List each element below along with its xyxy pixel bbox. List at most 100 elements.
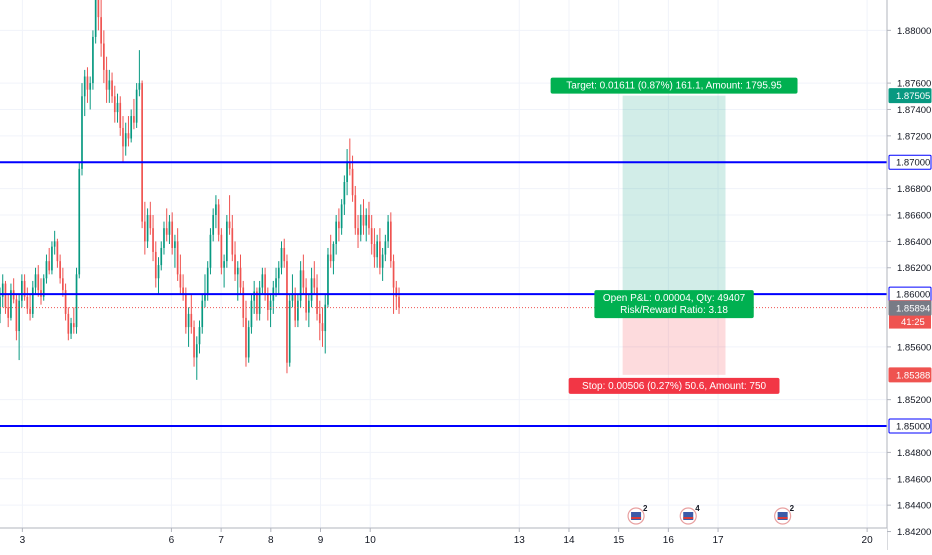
candle-body — [294, 294, 297, 321]
candle-body — [291, 294, 294, 301]
target-label-text: Target: 0.01611 (0.87%) 161.1, Amount: 1… — [566, 81, 782, 92]
level-price-tag-text: 1.86000 — [896, 290, 930, 301]
candle — [316, 274, 318, 321]
event-marker[interactable]: 2 — [627, 504, 648, 525]
candle — [348, 138, 351, 176]
candle-body — [83, 76, 86, 97]
candle-body — [86, 76, 89, 90]
candle-body — [329, 254, 332, 262]
grid-lines — [0, 0, 887, 533]
candle — [119, 96, 122, 136]
us-flag-stripe — [777, 517, 788, 519]
candle — [56, 238, 59, 268]
loss-zone[interactable] — [622, 308, 726, 375]
candle — [365, 208, 368, 242]
candle-body — [373, 244, 376, 258]
time-axis[interactable]: 3 6 7 8 9 10 13 14 15 16 17 20 — [0, 527, 887, 550]
economic-events[interactable]: 2 4 2 — [627, 504, 795, 525]
candle — [45, 254, 48, 284]
date-tick-label: 13 — [514, 535, 526, 546]
candle — [75, 267, 78, 334]
level-price-tag[interactable]: 1.86000 — [888, 286, 932, 302]
candle — [7, 294, 10, 328]
candle-body — [269, 300, 272, 310]
candle-body — [133, 116, 135, 123]
candle-body — [97, 0, 100, 18]
candle — [392, 254, 395, 314]
level-price-tag-bg — [888, 418, 932, 434]
candle-body — [4, 283, 7, 308]
profit-zone[interactable] — [622, 95, 726, 309]
candle — [305, 278, 307, 321]
candle-body — [146, 214, 149, 242]
candle — [272, 280, 275, 314]
candle-body — [78, 168, 81, 275]
candle — [340, 199, 343, 235]
candle — [338, 208, 340, 242]
candle — [116, 93, 119, 123]
candle — [124, 122, 127, 156]
candle-body — [318, 313, 321, 324]
candle — [176, 228, 179, 281]
candle-body — [299, 270, 302, 301]
candle — [398, 287, 400, 314]
level-price-tag[interactable]: 1.85000 — [888, 418, 932, 434]
position-tool[interactable] — [622, 95, 726, 375]
candle — [332, 241, 335, 275]
level-price-tag[interactable]: 1.87000 — [888, 154, 932, 170]
price-axis[interactable]: 1.84200 1.84400 1.84600 1.84800 1.85200 1.856… — [886, 0, 932, 550]
price-tick-label: 1.87600 — [897, 79, 931, 90]
candle — [70, 317, 72, 339]
price-tick-label: 1.84200 — [897, 527, 931, 538]
candle-body — [0, 296, 1, 314]
event-marker[interactable]: 2 — [774, 504, 795, 525]
candle-body — [348, 162, 351, 169]
candle-body — [204, 294, 206, 301]
candle — [376, 234, 379, 268]
candle-body — [212, 214, 215, 235]
candle — [215, 195, 217, 229]
position-labels: Target: 0.01611 (0.87%) 161.1, Amount: 1… — [550, 77, 798, 394]
candle — [111, 72, 113, 103]
candle — [42, 274, 45, 301]
candle — [329, 234, 332, 268]
stop-label: Stop: 0.00506 (0.27%) 50.6, Amount: 750 — [568, 377, 780, 394]
target-price-tag[interactable]: 1.87505 — [888, 88, 932, 104]
date-tick-label: 14 — [563, 535, 575, 546]
candle — [212, 208, 215, 242]
entry-price-tag[interactable]: 1.85894 — [888, 300, 932, 316]
candle — [138, 50, 141, 97]
candle-body — [324, 304, 327, 332]
us-flag-icon — [777, 512, 788, 520]
candle-body — [81, 96, 83, 169]
candle — [78, 162, 81, 279]
candle — [362, 199, 365, 235]
candle-body — [305, 287, 307, 313]
candle — [163, 221, 165, 255]
stop-label-text: Stop: 0.00506 (0.27%) 50.6, Amount: 750 — [582, 381, 766, 392]
candle — [231, 214, 234, 262]
event-marker[interactable]: 4 — [679, 504, 700, 525]
candle-body — [62, 278, 64, 291]
price-tick-label: 1.87200 — [897, 131, 931, 142]
date-tick-label: 6 — [169, 535, 175, 546]
candle-body — [185, 294, 187, 328]
level-price-tag-text: 1.85000 — [896, 422, 930, 433]
stop-price-tag[interactable]: 1.85388 — [888, 367, 932, 383]
candle-body — [176, 241, 179, 275]
price-tick-label: 1.86200 — [897, 263, 931, 274]
us-flag-icon — [683, 512, 694, 520]
candle — [217, 199, 220, 242]
candle-body — [381, 254, 384, 268]
candle — [168, 214, 171, 245]
candle-body — [209, 234, 212, 268]
candle-body — [297, 300, 299, 321]
date-tick-label: 20 — [862, 535, 874, 546]
candle — [31, 280, 34, 318]
candle — [48, 247, 51, 275]
candle-body — [310, 278, 313, 301]
candle — [193, 320, 195, 367]
candle-body — [206, 267, 209, 295]
